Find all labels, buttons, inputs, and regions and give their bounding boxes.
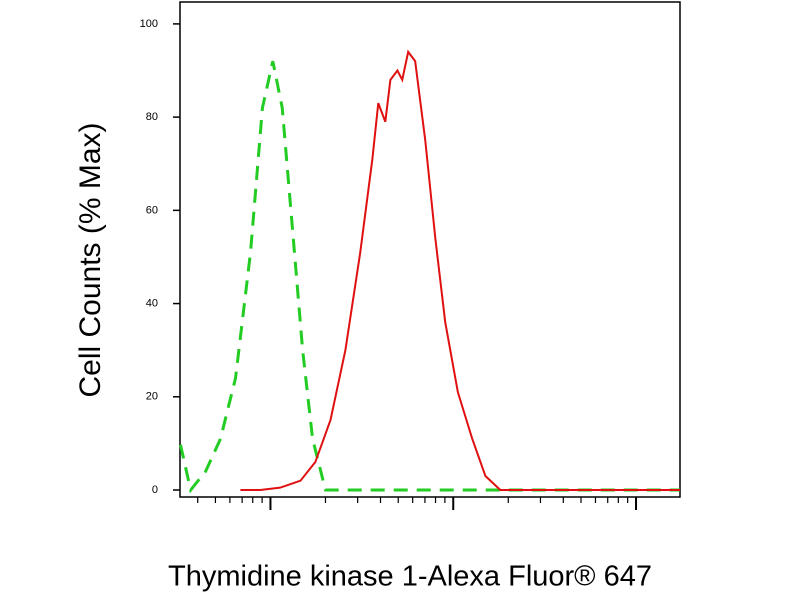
y-tick-label: 80 xyxy=(146,111,158,123)
y-tick-label: 60 xyxy=(146,204,158,216)
histogram-line xyxy=(179,60,680,494)
y-tick-label: 0 xyxy=(152,484,158,496)
histogram-line xyxy=(240,49,680,492)
plot-frame xyxy=(179,1,681,498)
y-tick-label: 100 xyxy=(140,18,158,30)
y-tick-label: 40 xyxy=(146,297,158,309)
x-axis-label: Thymidine kinase 1-Alexa Fluor® 647 xyxy=(168,561,652,593)
y-axis-label: Cell Counts (% Max) xyxy=(74,122,107,397)
y-tick-label: 20 xyxy=(146,391,158,403)
